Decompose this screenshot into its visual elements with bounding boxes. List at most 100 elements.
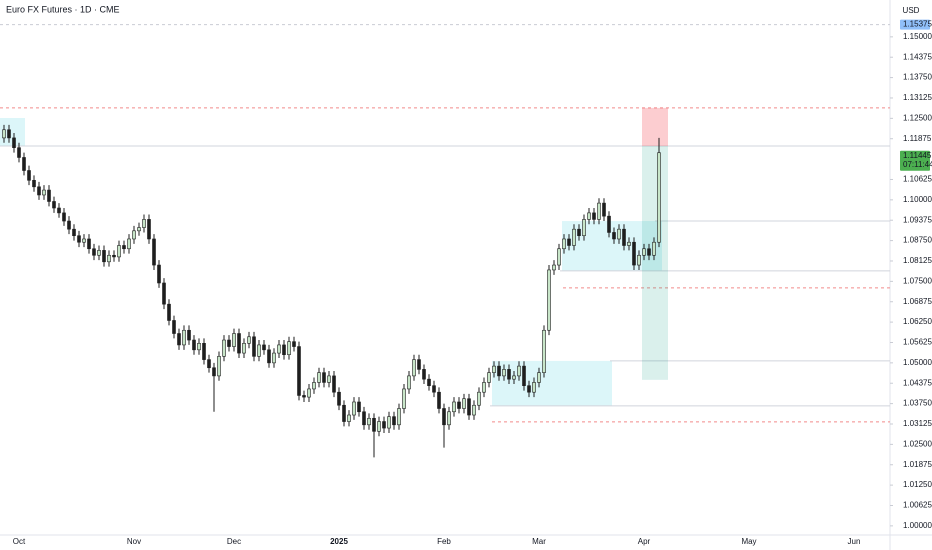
y-tick-label: 1.05000 <box>903 358 932 367</box>
candle-body <box>562 238 566 250</box>
candle-body <box>177 333 181 346</box>
candle-body <box>397 408 401 426</box>
candle-body <box>257 344 261 357</box>
x-tick-label: Jun <box>848 537 861 546</box>
candle-body <box>527 385 531 393</box>
candle-body <box>407 375 411 390</box>
candle-body <box>427 378 431 386</box>
y-tick-label: 1.12500 <box>903 113 932 122</box>
x-tick-label: Nov <box>127 537 141 546</box>
candle-body <box>437 391 441 409</box>
x-tick-label: Mar <box>532 537 546 546</box>
y-tick-label: 1.08750 <box>903 236 932 245</box>
y-tick-label: 1.10625 <box>903 175 932 184</box>
candle-body <box>472 404 476 416</box>
y-tick-label: 1.13750 <box>903 73 932 82</box>
candle-body <box>277 344 281 354</box>
candle-body <box>622 228 626 246</box>
y-tick-label: 1.01875 <box>903 460 932 469</box>
alert-price-label: 1.15375 <box>903 20 932 29</box>
candle-body <box>192 339 196 351</box>
candle-body <box>117 245 121 258</box>
candle-body <box>67 220 71 230</box>
candle-body <box>82 238 86 243</box>
candle-body <box>102 250 106 263</box>
candle-body <box>582 219 586 237</box>
candle-body <box>537 372 541 383</box>
candle-body <box>442 408 446 426</box>
candle-body <box>202 342 206 360</box>
y-tick-label: 1.09375 <box>903 215 932 224</box>
candle-body <box>587 212 591 220</box>
candle-body <box>232 333 236 347</box>
candle-body <box>37 186 41 196</box>
candle-body <box>222 339 226 357</box>
y-tick-label: 1.15000 <box>903 32 932 41</box>
candle-body <box>42 189 46 196</box>
zone <box>492 360 612 406</box>
candle-body <box>392 416 396 426</box>
last-price-box <box>900 150 930 171</box>
candle-body <box>557 248 561 266</box>
candle-body <box>517 365 521 377</box>
candle-body <box>647 248 651 256</box>
axes: 1.00000 1.00625 1.01250 1.01875 1.02500 1.031… <box>13 19 932 546</box>
target-zone <box>642 146 668 380</box>
x-tick-label: May <box>741 537 756 546</box>
candle-body <box>592 212 596 220</box>
candle-body <box>412 359 416 377</box>
candle-body <box>572 228 576 246</box>
candle-body <box>292 341 296 347</box>
y-tick-label: 1.11875 <box>903 134 932 143</box>
y-tick-label: 1.04375 <box>903 378 932 387</box>
y-tick-label: 1.06875 <box>903 297 932 306</box>
candle-body <box>167 303 171 321</box>
candle-body <box>417 359 421 370</box>
x-tick-label: 2025 <box>330 537 348 546</box>
candle-body <box>27 170 31 181</box>
candle-body <box>492 365 496 373</box>
candle-body <box>467 398 471 416</box>
candle-body <box>382 421 386 429</box>
candle-body <box>337 391 341 406</box>
candle-body <box>122 245 126 250</box>
y-tick-label: 1.03125 <box>903 419 932 428</box>
x-tick-label: Oct <box>13 537 26 546</box>
candle-body <box>32 179 36 188</box>
candle-body <box>577 228 581 237</box>
candle-body <box>247 336 251 344</box>
candle-body <box>307 388 311 398</box>
candle-body <box>297 346 301 396</box>
candle-body <box>2 129 6 139</box>
candle-body <box>327 375 331 383</box>
candle-body <box>182 329 186 346</box>
candle-body <box>542 329 546 373</box>
candle-body <box>362 411 366 426</box>
candle-body <box>87 238 91 250</box>
candle-body <box>607 215 611 233</box>
candle-body <box>142 219 146 228</box>
candle-body <box>62 212 66 222</box>
y-tick-label: 1.07500 <box>903 276 932 285</box>
candle-body <box>477 391 481 406</box>
candle-body <box>77 235 81 243</box>
candle-body <box>17 147 21 158</box>
candle-body <box>7 129 11 139</box>
candle-body <box>512 375 516 380</box>
candle-body <box>57 207 61 214</box>
candle-body <box>227 339 231 347</box>
candle-body <box>207 359 211 369</box>
candle-body <box>112 254 116 258</box>
candle-body <box>12 137 16 148</box>
candle-body <box>172 320 176 334</box>
candle-body <box>212 367 216 377</box>
candle-body <box>242 342 246 354</box>
candle-body <box>487 372 491 383</box>
x-tick-label: Dec <box>227 537 241 546</box>
candle-body <box>322 372 326 383</box>
y-tick-label: 1.06250 <box>903 317 932 326</box>
candle-body <box>217 356 221 377</box>
candle-body <box>627 241 631 246</box>
candle-body <box>547 269 551 331</box>
